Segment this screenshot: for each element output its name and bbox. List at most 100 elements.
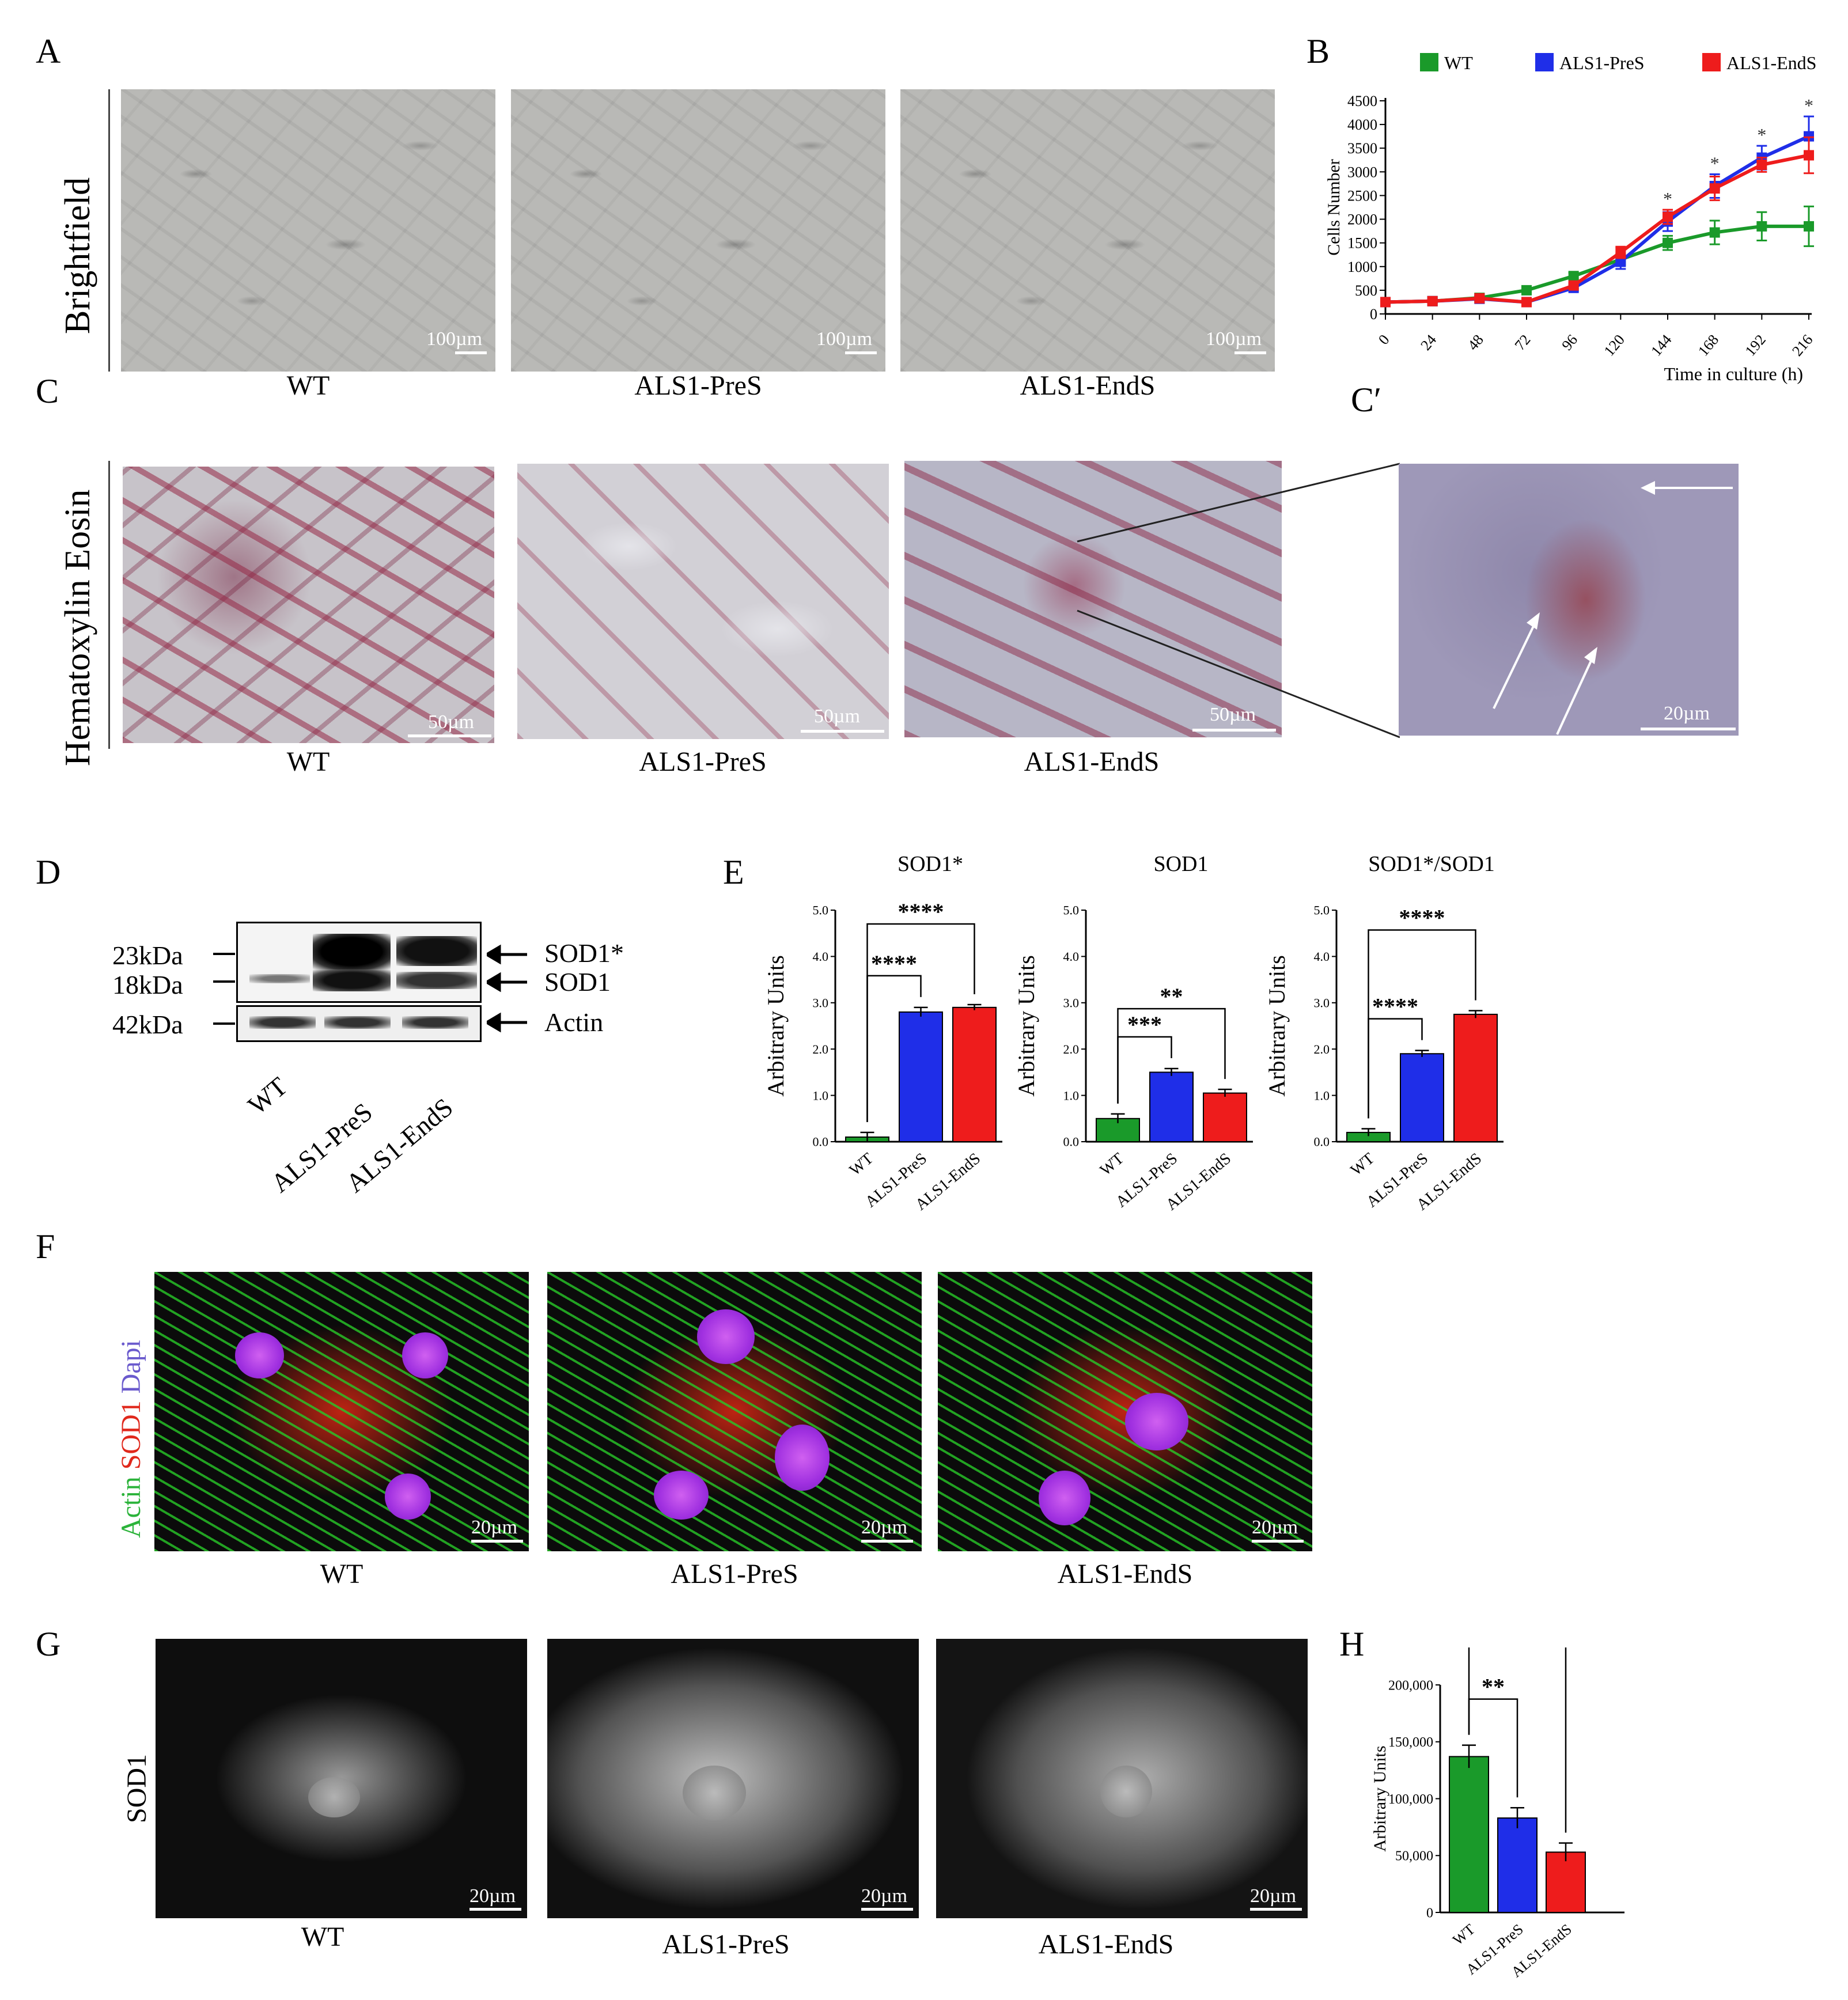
y-axis-label: Arbitrary Units	[1264, 955, 1290, 1097]
y-tick-label: 1500	[1347, 235, 1377, 252]
he-image-als1-pres: 50µm	[517, 464, 889, 739]
panel-letter-c: C	[36, 372, 59, 410]
marker-42kda: 42kDa	[112, 1010, 183, 1039]
y-tick-label: 3.0	[1063, 996, 1080, 1010]
nucleus	[235, 1332, 284, 1378]
chart-title: SOD1*	[898, 852, 963, 876]
caption-fluor-wt: WT	[320, 1559, 363, 1589]
significance-label: ***	[1127, 1012, 1162, 1037]
band-label-actin: Actin	[544, 1007, 604, 1037]
bar-chart-intensity: 0 50,000 100,000 150,000 200,000 Arbitrary Un…	[1370, 1647, 1624, 1980]
scale-bar-label: 20µm	[469, 1885, 516, 1907]
x-tick-label: 24	[1417, 331, 1440, 354]
scale-bar-label: 50µm	[1210, 704, 1256, 725]
y-tick-label: 500	[1355, 282, 1377, 299]
y-tick-label: 3500	[1347, 140, 1377, 157]
row-label-fluor: Actin SOD1 Dapi	[115, 1340, 147, 1538]
caption-als1-ends: ALS1-EndS	[1020, 370, 1156, 401]
x-tick-label: 120	[1601, 331, 1628, 359]
data-point	[1663, 211, 1673, 222]
brightfield-image-als1-pres: 100µm	[511, 89, 885, 372]
y-tick-label: 4500	[1347, 93, 1377, 109]
panel-letter-b: B	[1307, 32, 1330, 70]
scale-bar-label: 20µm	[1664, 703, 1710, 724]
row-label-he: Hematoxylin Eosin	[58, 489, 97, 766]
x-tick-label: 168	[1695, 331, 1722, 359]
nucleus	[683, 1766, 746, 1820]
caption-gray-als1-pres: ALS1-PreS	[662, 1929, 790, 1960]
row-label-sod1: SOD1	[122, 1753, 152, 1823]
scale-bar-label: 100µm	[1206, 328, 1262, 350]
caption-wt: WT	[286, 370, 330, 401]
data-point	[1663, 237, 1673, 248]
y-tick-label: 0.0	[1314, 1135, 1330, 1149]
y-tick-label: 1.0	[1314, 1088, 1330, 1103]
sod1-gray-image-als1-ends: 20µm	[936, 1639, 1308, 1918]
bar-als1-ends	[952, 1006, 997, 1142]
y-tick-label: 2.0	[813, 1042, 829, 1056]
scale-bar	[861, 1908, 913, 1911]
y-axis-label: Arbitrary Units	[1370, 1745, 1389, 1851]
growth-curve-chart: WT ALS1-PreS ALS1-EndS 0 500 1000 1500 2000 2500…	[1324, 52, 1816, 384]
legend-label: ALS1-PreS	[1559, 52, 1645, 73]
nucleus	[697, 1309, 755, 1364]
blot-lower-box	[236, 1005, 482, 1042]
legend-swatch	[1535, 53, 1554, 71]
sod1-gray-image-wt: 20µm	[156, 1639, 527, 1918]
legend-label: ALS1-EndS	[1726, 52, 1816, 73]
scale-bar-label: 20µm	[1252, 1517, 1298, 1538]
significance-mark: *	[1710, 153, 1720, 173]
scale-bar-label: 50µm	[428, 711, 475, 733]
y-tick-label: 5.0	[813, 903, 829, 918]
caption-fluor-als1-ends: ALS1-EndS	[1057, 1559, 1193, 1589]
y-tick-label: 3.0	[813, 996, 829, 1010]
y-tick-label: 3000	[1347, 164, 1377, 180]
blot-upper-box	[236, 922, 482, 1003]
significance-bracket	[1468, 1647, 1567, 1833]
x-tick-label: 144	[1648, 331, 1675, 359]
data-point	[1804, 131, 1814, 142]
y-axis-label: Cells Number	[1324, 159, 1343, 255]
category-label: WT	[1347, 1150, 1378, 1180]
bar-als1-ends	[1546, 1851, 1586, 1914]
band-sod1star-pres	[313, 934, 391, 969]
scale-bar	[455, 351, 487, 354]
y-tick-label: 3.0	[1314, 996, 1330, 1010]
significance-mark: *	[1804, 95, 1813, 116]
y-tick-label: 5.0	[1314, 903, 1330, 918]
data-point	[1521, 297, 1532, 308]
marker-tick	[213, 953, 235, 955]
row-label-brightfield: Brightfield	[58, 177, 97, 334]
legend-swatch	[1420, 53, 1438, 71]
scale-bar-label: 20µm	[861, 1885, 908, 1907]
significance-bracket	[1368, 929, 1476, 1119]
chart-title: SOD1*/SOD1	[1368, 852, 1495, 876]
scale-bar-label: 20µm	[1250, 1885, 1297, 1907]
annotation-arrows	[1493, 481, 1733, 735]
scale-bar-label: 20µm	[471, 1517, 518, 1538]
band-actin-wt	[249, 1016, 316, 1029]
x-tick-label: 72	[1512, 331, 1534, 354]
y-tick-label: 4000	[1347, 116, 1377, 133]
caption-als1-pres: ALS1-PreS	[634, 370, 762, 401]
significance-label: ****	[1399, 904, 1445, 930]
band-sod1-pres	[313, 969, 391, 991]
y-tick-label: 0.0	[1063, 1135, 1080, 1149]
chart-title: SOD1	[1153, 852, 1208, 876]
sod1-gray-image-als1-pres: 20µm	[547, 1639, 919, 1918]
data-point	[1568, 271, 1579, 282]
data-point	[1804, 221, 1814, 232]
nucleus	[385, 1474, 431, 1520]
significance-label: **	[1160, 983, 1183, 1009]
significance-label: **	[1482, 1674, 1505, 1700]
band-sod1star-ends	[396, 936, 477, 966]
band-arrows	[487, 944, 527, 1033]
scale-bar	[471, 1540, 523, 1543]
band-label-sod1: SOD1	[544, 967, 611, 997]
y-tick-label: 2.0	[1314, 1042, 1330, 1056]
panel-letter-a: A	[36, 32, 61, 70]
y-tick-label: 2.0	[1063, 1042, 1080, 1056]
label-sod1: SOD1	[116, 1400, 146, 1470]
scale-bar-label: 20µm	[861, 1517, 908, 1538]
nucleus	[1039, 1471, 1090, 1525]
